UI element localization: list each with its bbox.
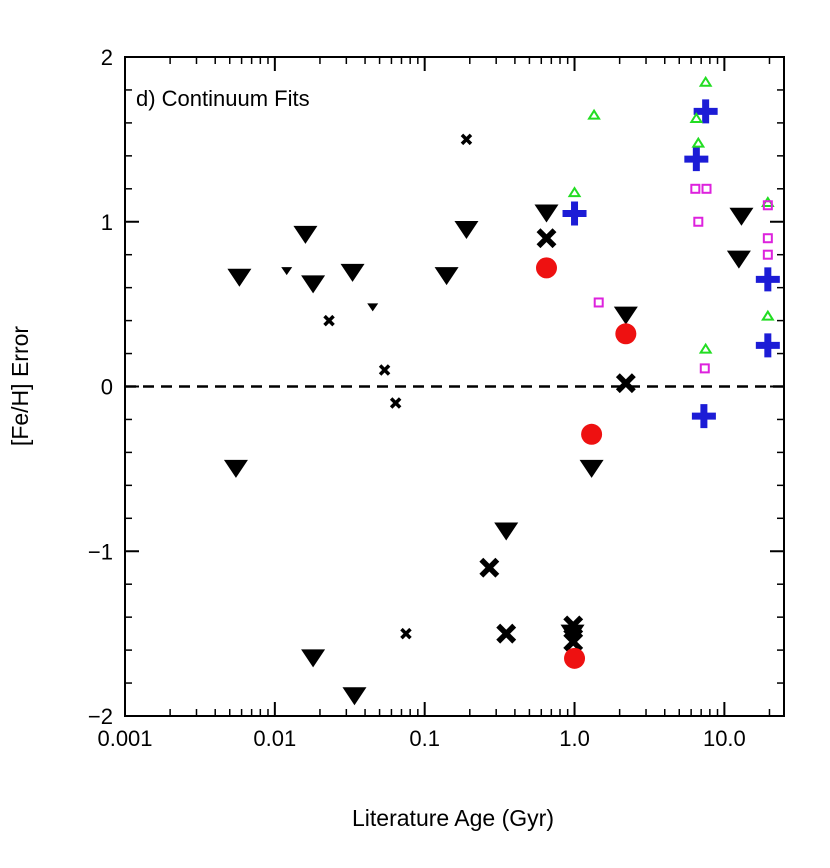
data-point-circle (564, 647, 586, 669)
data-point-triangle-up-open (698, 342, 713, 354)
data-point-x-small (389, 397, 402, 409)
data-point-x-large (536, 228, 557, 249)
data-point-triangle-down-small (367, 303, 379, 312)
data-point-triangle-down-large (534, 204, 559, 223)
data-point-x-large (615, 373, 636, 394)
data-point-plus (691, 404, 716, 429)
panel-label: d) Continuum Fits (136, 86, 310, 111)
data-point-triangle-down-large (223, 459, 248, 478)
x-tick-label: 0.1 (409, 726, 440, 751)
data-point-x-small (323, 314, 335, 327)
y-tick-label: 2 (101, 45, 113, 70)
x-axis-label: Literature Age (Gyr) (352, 805, 554, 831)
data-point-circle (615, 323, 637, 345)
data-point-triangle-down-large (342, 687, 367, 706)
data-point-square-open (762, 233, 773, 244)
data-point-triangle-down-small (281, 267, 293, 276)
data-point-triangle-down-large (494, 522, 519, 541)
data-point-square-open (762, 200, 773, 211)
x-tick-label: 0.01 (253, 726, 296, 751)
data-point-triangle-up-open (689, 112, 704, 123)
data-point-triangle-down-large (301, 649, 326, 668)
data-point-plus (693, 99, 718, 124)
data-point-x-small (460, 133, 473, 146)
data-point-x-large (563, 631, 584, 652)
data-point-triangle-down-large (434, 267, 459, 286)
data-point-triangle-down-large (613, 306, 638, 325)
data-point-x-small (378, 364, 391, 376)
x-tick-label: 10.0 (703, 726, 746, 751)
data-point-x-large (479, 557, 500, 578)
y-axis-label: [Fe/H] Error (7, 326, 33, 446)
data-point-triangle-down-large (729, 207, 754, 226)
data-point-triangle-up-open (691, 136, 706, 148)
data-point-triangle-down-large (301, 275, 326, 294)
data-points-layer (223, 75, 780, 706)
data-point-square-open (701, 183, 712, 194)
data-point-triangle-up-open (567, 186, 582, 198)
data-point-plus (684, 147, 709, 172)
data-point-triangle-down-large (579, 459, 604, 478)
data-point-square-open (693, 216, 704, 227)
axis-ticks: 0.001 0.01 0.1 1.0 10.0 −2 −1 0 1 2 (88, 45, 784, 751)
data-point-plus (755, 333, 780, 358)
data-point-triangle-down-large (293, 225, 318, 244)
data-point-triangle-down-large (340, 263, 365, 282)
data-point-triangle-up-open (698, 75, 713, 87)
y-tick-label: −1 (88, 539, 113, 564)
data-point-circle (535, 257, 557, 279)
data-point-square-open (593, 297, 604, 308)
data-point-square-open (762, 249, 773, 260)
data-point-x-small (400, 627, 412, 640)
data-point-x-large (496, 623, 517, 644)
data-point-triangle-up-open (587, 108, 601, 120)
data-point-plus (562, 201, 587, 226)
data-point-triangle-down-large (454, 220, 479, 239)
y-tick-label: 1 (101, 210, 113, 235)
x-tick-label: 1.0 (559, 726, 590, 751)
data-point-triangle-up-open (761, 309, 775, 321)
data-point-square-open (690, 183, 701, 194)
data-point-x-large (563, 615, 584, 636)
data-point-triangle-down-large (726, 250, 751, 269)
x-tick-label: 0.001 (97, 726, 152, 751)
data-point-triangle-down-large (227, 268, 252, 287)
y-tick-label: −2 (88, 704, 113, 729)
data-point-square-open (699, 363, 710, 374)
data-point-circle (581, 423, 603, 445)
y-tick-label: 0 (101, 375, 113, 400)
data-point-plus (755, 267, 780, 292)
